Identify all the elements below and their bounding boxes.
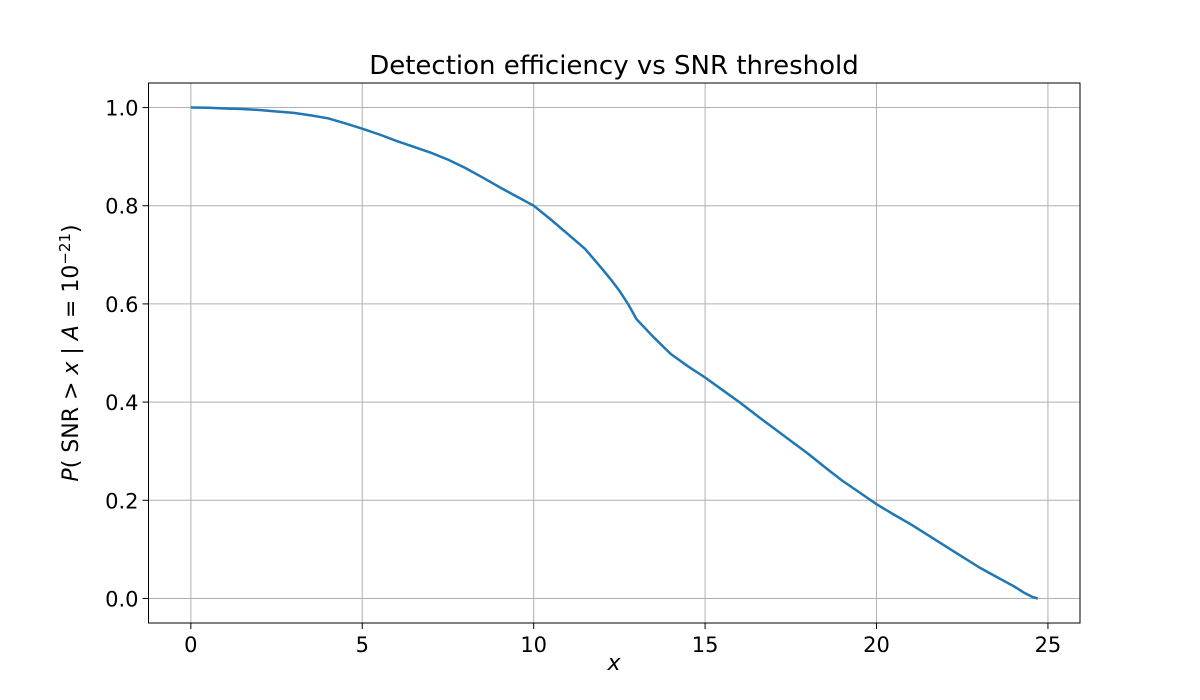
x-tick-label: 0 [184,633,197,657]
y-tick-label: 0.8 [105,195,138,219]
data-line [190,106,1039,600]
y-tick-label: 0.2 [105,489,138,513]
y-axis-label: P( SNR > x | A = 10−21) [56,224,84,481]
y-axis-label-part: ( SNR [59,400,84,468]
y-tick-label: 0.0 [105,587,138,611]
y-axis-label-part: | [59,340,84,361]
x-tick-label: 25 [1035,633,1062,657]
plot-area: 0 5 10 15 20 25 0.0 0.2 0.4 0.6 0.8 1.0 P( SNR > x |… [56,82,1081,657]
x-tick-label: 10 [520,633,547,657]
chart-title: Detection efficiency vs SNR threshold [369,51,859,81]
y-axis-label-part: > [59,375,84,400]
x-tick-label: 15 [692,633,719,657]
x-tick-label: 20 [863,633,890,657]
y-axis-label-part: P [59,468,84,482]
y-tick-label: 0.6 [105,293,138,317]
y-axis-label-part: = 10 [59,265,84,325]
y-axis-label-part: x [59,361,84,376]
y-tick-label: 1.0 [105,97,138,121]
y-axis-label-part: ) [59,224,84,233]
y-axis-label-part: A [59,325,84,342]
plot-border [148,82,1081,624]
y-tick-label: 0.4 [105,391,138,415]
x-tick-label: 5 [356,633,369,657]
x-axis-label: x [606,651,621,676]
y-axis-label-superscript: −21 [56,233,74,265]
